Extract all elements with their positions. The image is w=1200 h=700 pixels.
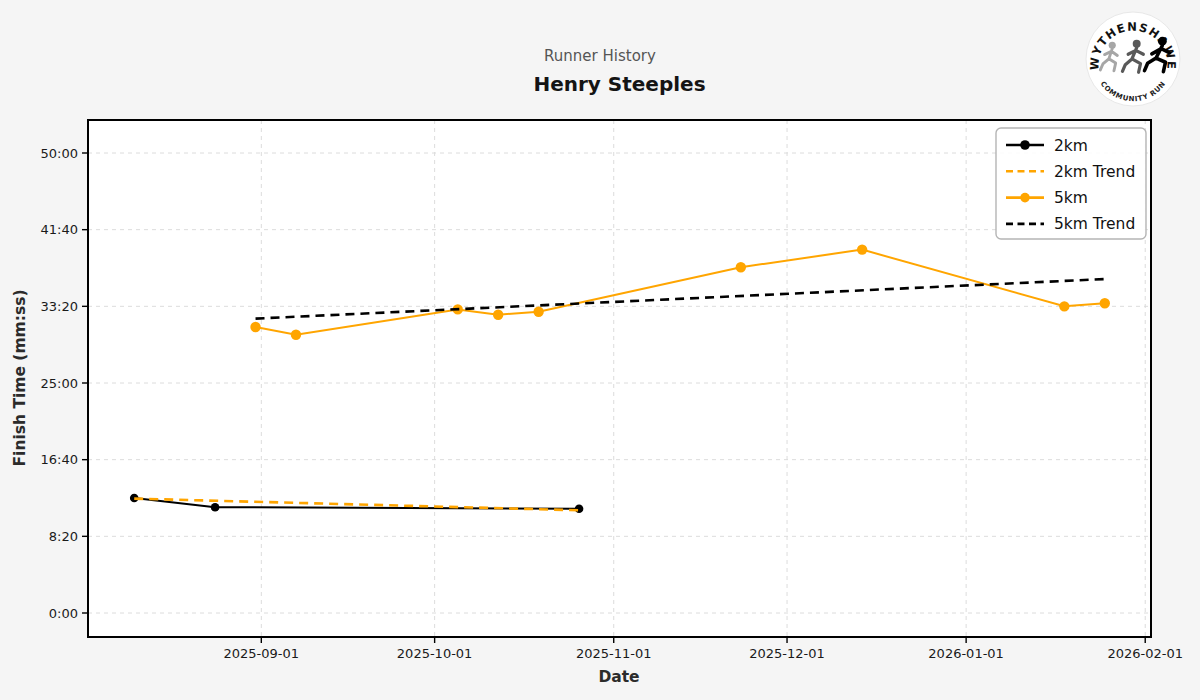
data-point bbox=[857, 244, 867, 254]
y-tick-label: 41:40 bbox=[41, 222, 78, 237]
x-tick-label: 2025-11-01 bbox=[576, 646, 652, 661]
x-tick-label: 2025-12-01 bbox=[749, 646, 825, 661]
plot-area bbox=[88, 120, 1151, 637]
data-point bbox=[736, 262, 746, 272]
data-point bbox=[533, 307, 543, 317]
plot-background bbox=[88, 120, 1151, 637]
y-tick-label: 33:20 bbox=[41, 299, 78, 314]
legend-sample-marker bbox=[1020, 140, 1030, 150]
legend-item-label: 5km bbox=[1054, 189, 1088, 207]
x-tick-label: 2026-02-01 bbox=[1107, 646, 1183, 661]
y-tick-label: 0:00 bbox=[49, 606, 78, 621]
data-point bbox=[1059, 301, 1069, 311]
y-tick-label: 16:40 bbox=[41, 452, 78, 467]
x-tick-label: 2025-10-01 bbox=[397, 646, 473, 661]
y-tick-label: 8:20 bbox=[49, 529, 78, 544]
club-logo: WYTHENSHAWE COMMUNITY RUN bbox=[1085, 11, 1181, 107]
legend-item-label: 2km bbox=[1054, 137, 1088, 155]
data-point bbox=[493, 310, 503, 320]
y-tick-label: 50:00 bbox=[41, 146, 78, 161]
y-tick-label: 25:00 bbox=[41, 376, 78, 391]
x-axis-label: Date bbox=[598, 668, 639, 686]
data-point bbox=[250, 322, 260, 332]
x-tick-label: 2026-01-01 bbox=[928, 646, 1004, 661]
data-point bbox=[1100, 298, 1110, 308]
x-tick-label: 2025-09-01 bbox=[224, 646, 300, 661]
data-point bbox=[575, 504, 584, 513]
legend: 2km 2km Trend 5km 5km Trend bbox=[996, 128, 1146, 239]
chart-canvas: 0:00 8:20 16:40 25:00 33:20 41:40 50:00 2025-09… bbox=[0, 0, 1200, 700]
legend-sample-marker bbox=[1020, 193, 1030, 203]
legend-item-label: 2km Trend bbox=[1054, 163, 1135, 181]
data-point bbox=[211, 503, 220, 512]
data-point bbox=[291, 330, 301, 340]
y-axis-label: Finish Time (mm:ss) bbox=[11, 290, 29, 467]
legend-item-label: 5km Trend bbox=[1054, 215, 1135, 233]
figure: Runner History Henry Steeples 0:008:2016… bbox=[0, 0, 1200, 700]
